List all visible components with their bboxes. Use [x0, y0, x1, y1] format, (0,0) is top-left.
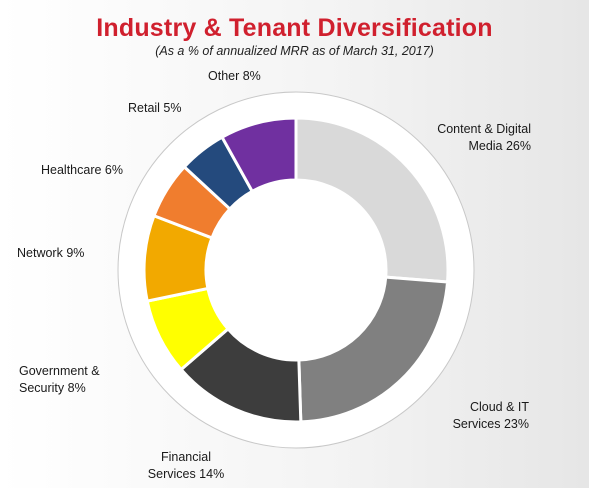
- slice-label-financial-services: Financial Services 14%: [148, 450, 224, 481]
- chart-title: Industry & Tenant Diversification: [96, 14, 493, 42]
- slice-label-healthcare: Healthcare 6%: [41, 163, 123, 177]
- slice-label-retail: Retail 5%: [128, 101, 182, 115]
- donut-hole: [206, 180, 386, 360]
- chart-subtitle: (As a % of annualized MRR as of March 31…: [155, 44, 434, 58]
- slice-label-content-digital-media: Content & Digital Media 26%: [437, 122, 531, 153]
- slice-label-government-security: Government & Security 8%: [19, 364, 100, 395]
- slice-label-other: Other 8%: [208, 69, 261, 83]
- slice-label-cloud-it-services: Cloud & IT Services 23%: [453, 400, 530, 431]
- slice-label-network: Network 9%: [17, 246, 84, 260]
